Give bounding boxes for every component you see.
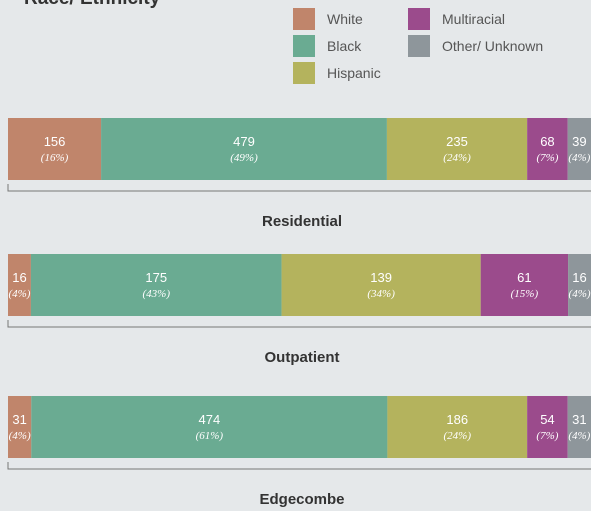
legend-swatch: [408, 8, 430, 30]
legend-label: Other/ Unknown: [442, 38, 543, 54]
value-label: 39: [572, 134, 586, 149]
bracket: [7, 320, 591, 328]
bar-segment: [387, 396, 528, 458]
value-label: 474: [198, 412, 220, 427]
percent-label: (4%): [8, 288, 30, 300]
bracket: [7, 184, 591, 192]
percent-label: (16%): [41, 152, 69, 164]
value-label: 61: [517, 270, 531, 285]
value-label: 156: [44, 134, 66, 149]
bar-segment: [527, 118, 568, 180]
bar-segment: [567, 118, 591, 180]
percent-label: (24%): [444, 430, 472, 442]
percent-label: (43%): [143, 288, 171, 300]
value-label: 68: [540, 134, 554, 149]
category-label: Residential: [262, 213, 342, 230]
bar-segment: [386, 118, 528, 180]
legend-label: Black: [327, 38, 362, 54]
percent-label: (4%): [568, 430, 590, 442]
category-label: Edgecombe: [259, 491, 344, 508]
percent-label: (24%): [443, 152, 471, 164]
percent-label: (49%): [230, 152, 258, 164]
legend-label: Hispanic: [327, 65, 381, 81]
bracket: [7, 462, 591, 470]
bar-segment: [480, 254, 569, 316]
percent-label: (7%): [536, 430, 558, 442]
percent-label: (34%): [367, 288, 395, 300]
value-label: 479: [233, 134, 255, 149]
bar-segment: [281, 254, 481, 316]
value-label: 235: [446, 134, 468, 149]
legend-swatch: [408, 35, 430, 57]
category-label: Outpatient: [265, 349, 340, 366]
bar-segment: [101, 118, 387, 180]
bar-segment: [31, 396, 388, 458]
value-label: 139: [370, 270, 392, 285]
bar-segment: [8, 254, 31, 316]
bar-segment: [567, 396, 591, 458]
percent-label: (4%): [9, 430, 31, 442]
legend-label: Multiracial: [442, 11, 505, 27]
value-label: 31: [12, 412, 26, 427]
percent-label: (4%): [569, 288, 591, 300]
chart-title: Race/ Ethnicity: [24, 0, 161, 9]
legend-swatch: [293, 8, 315, 30]
percent-label: (15%): [511, 288, 539, 300]
percent-label: (7%): [536, 152, 558, 164]
legend-label: White: [327, 11, 363, 27]
value-label: 16: [572, 270, 586, 285]
percent-label: (4%): [568, 152, 590, 164]
percent-label: (61%): [196, 430, 224, 442]
bar-segment: [8, 396, 32, 458]
bar-segment: [568, 254, 591, 316]
value-label: 31: [572, 412, 586, 427]
value-label: 175: [145, 270, 167, 285]
value-label: 54: [540, 412, 554, 427]
bar-segment: [8, 118, 102, 180]
bar-segment: [527, 396, 568, 458]
value-label: 186: [446, 412, 468, 427]
legend-swatch: [293, 62, 315, 84]
legend-swatch: [293, 35, 315, 57]
value-label: 16: [12, 270, 26, 285]
bar-segment: [30, 254, 282, 316]
